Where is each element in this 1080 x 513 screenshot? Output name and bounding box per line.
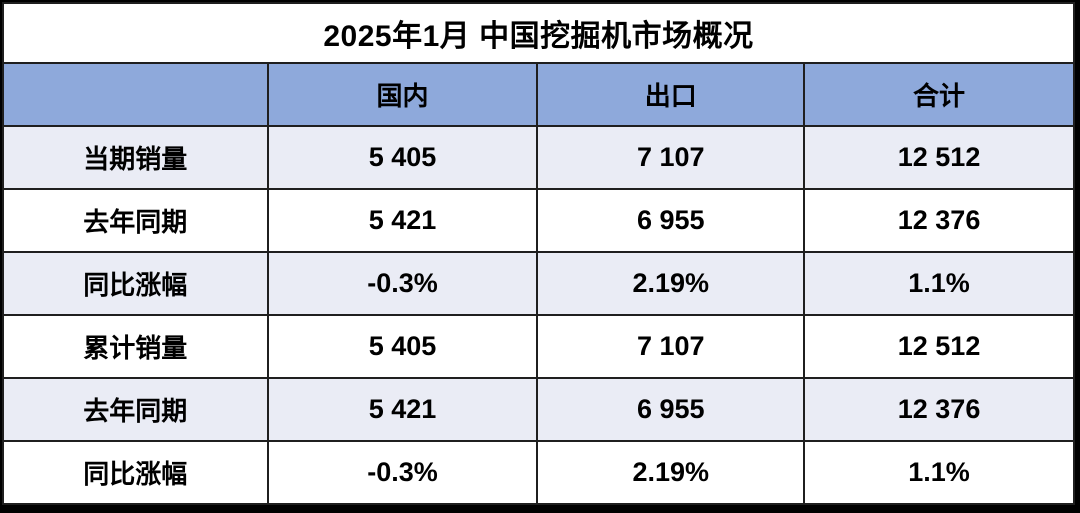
row-label: 同比涨幅	[2, 440, 269, 505]
table-row-yoy-change: 同比涨幅 -0.3% 2.19% 1.1%	[2, 251, 1075, 316]
title-row: 2025年1月 中国挖掘机市场概况	[2, 2, 1075, 64]
table-row-current-sales: 当期销量 5 405 7 107 12 512	[2, 125, 1075, 190]
row-label: 去年同期	[2, 377, 269, 442]
table-cell: 7 107	[536, 314, 806, 379]
table-cell: 5 405	[266, 314, 539, 379]
header-cell-export: 出口	[536, 62, 806, 127]
header-cell-total: 合计	[803, 62, 1075, 127]
table-row-yoy-change-cumulative: 同比涨幅 -0.3% 2.19% 1.1%	[2, 440, 1075, 505]
excavator-market-table: 2025年1月 中国挖掘机市场概况 国内 出口 合计 当期销量 5 405 7 …	[2, 2, 1075, 505]
table-cell: 7 107	[536, 125, 806, 190]
table-cell: 5 421	[266, 188, 539, 253]
table-cell: -0.3%	[266, 440, 539, 505]
table-cell: 1.1%	[803, 440, 1075, 505]
table-cell: 12 376	[803, 377, 1075, 442]
row-label: 去年同期	[2, 188, 269, 253]
table-cell: 5 421	[266, 377, 539, 442]
header-cell-rowlabels	[2, 62, 269, 127]
table-row-last-year-same-period: 去年同期 5 421 6 955 12 376	[2, 188, 1075, 253]
table-cell: -0.3%	[266, 251, 539, 316]
row-label: 同比涨幅	[2, 251, 269, 316]
table-cell: 6 955	[536, 377, 806, 442]
table-row-last-year-same-period-cumulative: 去年同期 5 421 6 955 12 376	[2, 377, 1075, 442]
header-cell-domestic: 国内	[266, 62, 539, 127]
table-cell: 12 376	[803, 188, 1075, 253]
table-cell: 1.1%	[803, 251, 1075, 316]
table-row-cumulative-sales: 累计销量 5 405 7 107 12 512	[2, 314, 1075, 379]
table-cell: 5 405	[266, 125, 539, 190]
table-cell: 2.19%	[536, 440, 806, 505]
header-row: 国内 出口 合计	[2, 62, 1075, 127]
table-cell: 6 955	[536, 188, 806, 253]
table-cell: 12 512	[803, 314, 1075, 379]
table-cell: 2.19%	[536, 251, 806, 316]
table-cell: 12 512	[803, 125, 1075, 190]
row-label: 当期销量	[2, 125, 269, 190]
table-title: 2025年1月 中国挖掘机市场概况	[2, 2, 1075, 64]
row-label: 累计销量	[2, 314, 269, 379]
